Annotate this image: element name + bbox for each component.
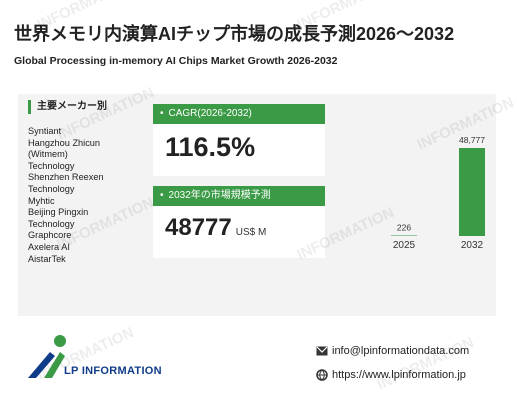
watermark-text: INFORMATION bbox=[375, 334, 477, 394]
bullet-icon: • bbox=[160, 190, 164, 201]
market-size-value: 48777 bbox=[165, 214, 232, 241]
page-title: 世界メモリ内演算AIチップ市場の成長予測2026～2032 bbox=[14, 24, 455, 44]
vendor-heading: 主要メーカー別 bbox=[28, 100, 148, 114]
vendor-item: Hangzhou Zhicun bbox=[28, 137, 101, 148]
bullet-icon: • bbox=[160, 108, 164, 119]
bar-value-label: 226 bbox=[397, 223, 411, 233]
bar-2032 bbox=[459, 148, 485, 236]
cagr-card: • CAGR(2026-2032) 116.5% bbox=[153, 104, 325, 176]
cagr-card-header: • CAGR(2026-2032) bbox=[153, 104, 325, 124]
contact-website[interactable]: https://www.lpinformation.jp bbox=[316, 369, 466, 381]
summary-panel: 主要メーカー別 Syntiant Hangzhou Zhicun (Witmem… bbox=[18, 94, 496, 316]
cagr-label: CAGR(2026-2032) bbox=[168, 108, 252, 119]
category-label: 2025 bbox=[393, 240, 416, 251]
lp-logo: LP INFORMATION bbox=[22, 332, 182, 382]
market-size-label: 2032年の市場規模予測 bbox=[168, 190, 271, 201]
vendor-item: Syntiant bbox=[28, 126, 62, 136]
market-size-row: 48777 US$ M bbox=[153, 214, 325, 242]
vendor-item: Myhtic bbox=[28, 195, 55, 206]
vendor-item: (Witmem) bbox=[28, 149, 68, 160]
contact-email[interactable]: info@lpinformationdata.com bbox=[316, 345, 469, 357]
market-size-card: • 2032年の市場規模予測 48777 US$ M bbox=[153, 186, 325, 258]
lp-logo-icon bbox=[28, 335, 66, 378]
vendor-item: Beijing Pingxin bbox=[28, 207, 89, 218]
vendor-item: Axelera AI bbox=[28, 241, 70, 252]
globe-icon bbox=[316, 369, 328, 381]
website-text[interactable]: https://www.lpinformation.jp bbox=[332, 369, 466, 381]
bar-2025 bbox=[391, 235, 417, 236]
vendor-item: Graphcore bbox=[28, 230, 72, 241]
page-subtitle: Global Processing in-memory AI Chips Mar… bbox=[14, 55, 338, 67]
market-size-unit: US$ M bbox=[235, 227, 267, 238]
growth-bar-chart: 226 2025 48,777 2032 bbox=[348, 94, 496, 316]
market-size-card-header: • 2032年の市場規模予測 bbox=[153, 186, 325, 206]
bar-value-label: 48,777 bbox=[459, 135, 485, 145]
vendor-section: 主要メーカー別 Syntiant Hangzhou Zhicun (Witmem… bbox=[28, 100, 148, 265]
vendor-list: Syntiant Hangzhou Zhicun (Witmem) Techno… bbox=[28, 126, 148, 265]
vendor-item: Technology bbox=[28, 160, 75, 171]
vendor-item: Technology bbox=[28, 183, 75, 194]
category-label: 2032 bbox=[461, 240, 484, 251]
cagr-value: 116.5% bbox=[165, 132, 256, 162]
vendor-item: AistarTek bbox=[28, 253, 66, 264]
mail-icon bbox=[316, 346, 328, 356]
vendor-item: Technology bbox=[28, 218, 75, 229]
bar-chart-svg: 226 2025 48,777 2032 bbox=[391, 135, 485, 251]
vendor-item: Shenzhen Reexen bbox=[28, 172, 104, 183]
email-text[interactable]: info@lpinformationdata.com bbox=[332, 345, 470, 357]
lp-logo-text: LP INFORMATION bbox=[64, 365, 162, 377]
